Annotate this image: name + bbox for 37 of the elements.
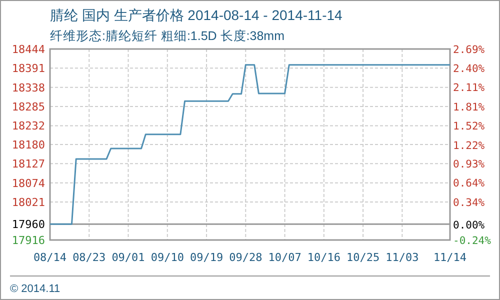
y-tick-label: 18285 bbox=[12, 100, 45, 114]
y2-tick-label: 1.52% bbox=[453, 120, 486, 132]
y2-tick-label: 2.40% bbox=[453, 62, 486, 75]
y2-tick-label: 0.64% bbox=[453, 178, 486, 190]
x-tick-label: 10/25 bbox=[346, 251, 380, 264]
y2-tick-label: 1.22% bbox=[453, 140, 486, 152]
y2-tick-label: 2.69% bbox=[453, 44, 486, 56]
y2-tick-label: -0.24% bbox=[453, 235, 492, 247]
x-tick-label: 09/10 bbox=[150, 251, 184, 264]
y-tick-label: 18180 bbox=[12, 138, 45, 152]
y2-tick-label: 0.93% bbox=[453, 158, 486, 171]
x-tick-label: 08/14 bbox=[33, 251, 67, 264]
chart-subtitle: 纤维形态:腈纶短纤 粗细:1.5D 长度:38mm bbox=[50, 28, 284, 43]
x-tick-label: 08/23 bbox=[72, 251, 106, 264]
y-tick-label: 18021 bbox=[12, 196, 45, 210]
x-tick-label: 10/07 bbox=[268, 251, 302, 264]
y-tick-label: 17916 bbox=[12, 234, 45, 247]
chart-title: 腈纶 国内 生产者价格 2014-08-14 - 2014-11-14 bbox=[50, 7, 343, 23]
y-tick-label: 18127 bbox=[12, 158, 45, 171]
y2-tick-label: 0.34% bbox=[453, 197, 486, 210]
x-tick-label: 10/16 bbox=[307, 251, 340, 264]
y-tick-label: 18338 bbox=[12, 81, 45, 94]
x-tick-label: 09/28 bbox=[229, 251, 262, 264]
y2-tick-label: 0.00% bbox=[453, 219, 486, 232]
x-tick-label: 09/19 bbox=[190, 251, 224, 264]
y-tick-label: 18391 bbox=[12, 62, 45, 76]
x-tick-label: 11/03 bbox=[386, 251, 419, 264]
y-tick-label: 18232 bbox=[12, 120, 45, 133]
y-tick-label: 17960 bbox=[12, 218, 45, 232]
line-series bbox=[49, 64, 451, 225]
x-tick-label: 11/14 bbox=[433, 251, 467, 264]
y-tick-label: 18444 bbox=[12, 43, 46, 56]
text: © 2014.11 bbox=[10, 283, 60, 295]
y2-tick-label: 1.81% bbox=[453, 101, 486, 114]
x-tick-label: 09/01 bbox=[112, 251, 145, 264]
y-tick-label: 18074 bbox=[12, 176, 46, 190]
y2-tick-label: 2.11% bbox=[453, 82, 486, 94]
